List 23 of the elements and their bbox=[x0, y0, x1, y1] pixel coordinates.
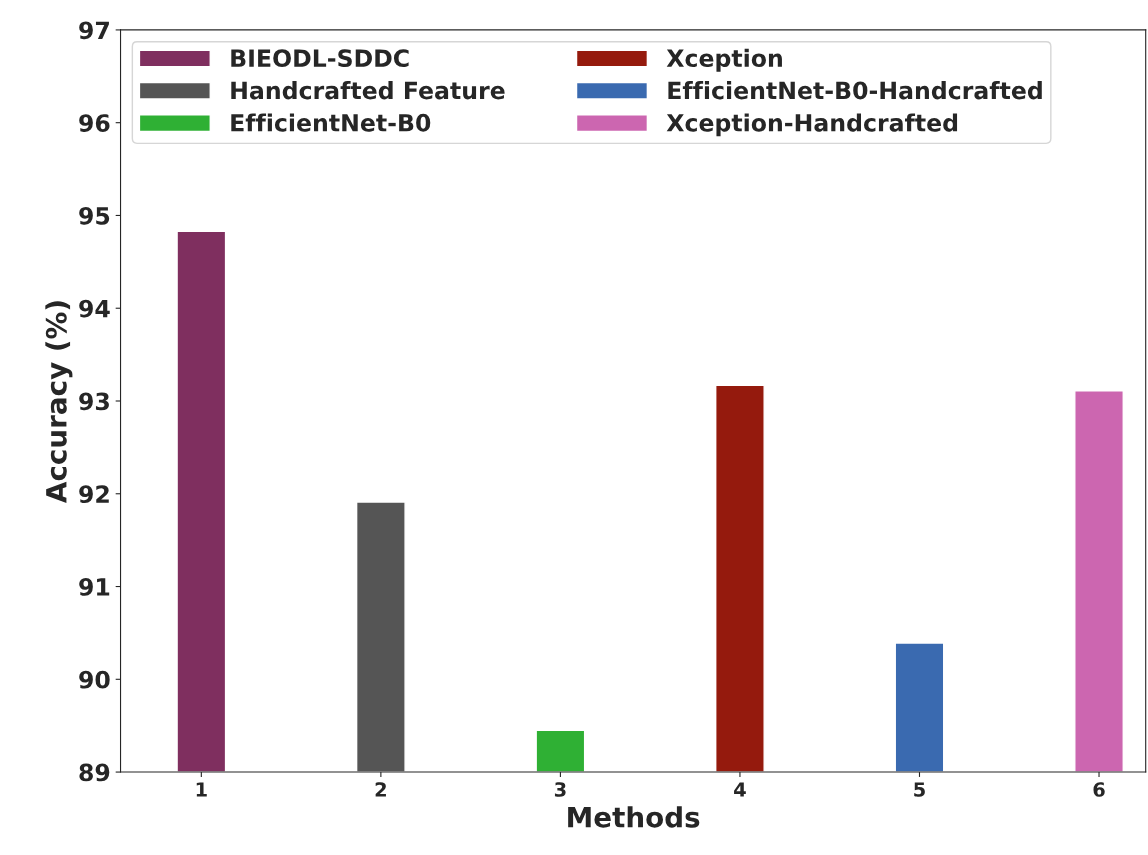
y-tick-label: 93 bbox=[79, 392, 109, 411]
x-tick-label: 2 bbox=[375, 782, 386, 797]
legend-label: BIEODL-SDDC bbox=[231, 49, 409, 68]
y-tick-label: 92 bbox=[79, 485, 109, 504]
legend-label: Handcrafted Feature bbox=[231, 81, 505, 100]
x-tick-label: 3 bbox=[554, 782, 566, 797]
y-tick-label: 95 bbox=[79, 206, 110, 225]
x-axis-title: Methods bbox=[568, 806, 700, 828]
y-tick-label: 94 bbox=[79, 299, 110, 318]
legend-label: EfficientNet-B0 bbox=[231, 113, 431, 132]
y-tick-label: 96 bbox=[79, 114, 110, 132]
y-tick-label: 89 bbox=[79, 763, 110, 782]
x-tick-label: 1 bbox=[196, 782, 207, 797]
y-tick-label: 90 bbox=[79, 670, 110, 689]
y-axis-title: Accuracy (%) bbox=[45, 301, 73, 503]
x-tick-label: 4 bbox=[734, 782, 746, 797]
legend-label: EfficientNet-B0-Handcrafted bbox=[668, 81, 1042, 100]
legend-label: Xception-Handcrafted bbox=[666, 113, 958, 137]
legend-label: Xception bbox=[666, 48, 782, 72]
y-tick-label: 97 bbox=[79, 21, 109, 40]
x-tick-label: 5 bbox=[914, 782, 925, 797]
x-tick-label: 6 bbox=[1093, 782, 1105, 797]
y-tick-label: 91 bbox=[79, 578, 110, 596]
